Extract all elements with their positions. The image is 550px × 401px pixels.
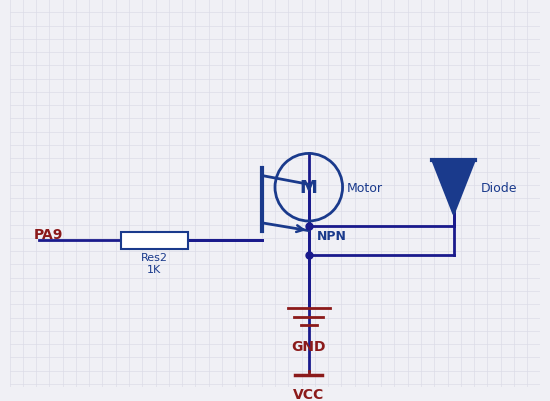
Text: 1K: 1K bbox=[147, 265, 162, 275]
Polygon shape bbox=[432, 161, 475, 215]
Text: M: M bbox=[300, 179, 318, 197]
Text: PA9: PA9 bbox=[34, 227, 63, 241]
Text: Motor: Motor bbox=[346, 181, 382, 194]
Text: GND: GND bbox=[292, 339, 326, 353]
Text: Res2: Res2 bbox=[141, 252, 168, 262]
Text: Diode: Diode bbox=[481, 181, 517, 194]
Bar bbox=[120, 232, 188, 249]
Text: NPN: NPN bbox=[316, 229, 346, 242]
Text: VCC: VCC bbox=[293, 387, 324, 401]
